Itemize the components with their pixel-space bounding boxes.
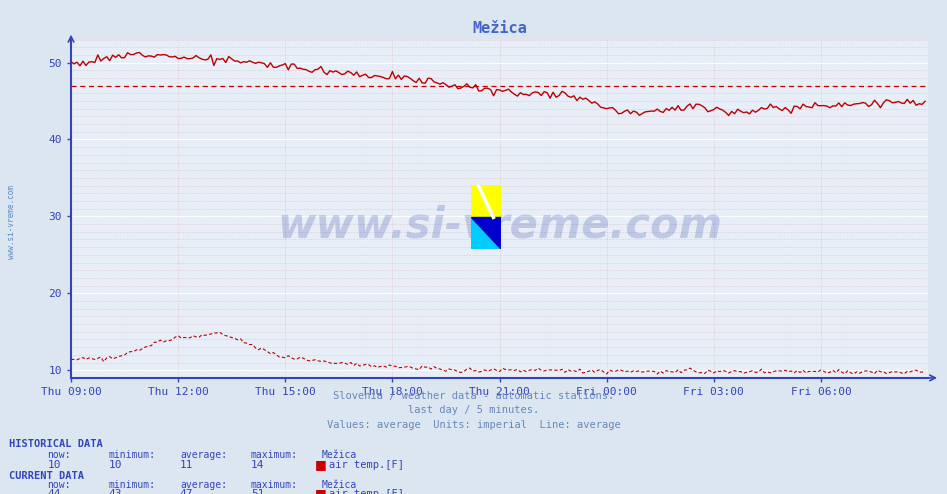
Text: ■: ■ bbox=[314, 488, 326, 494]
Text: 43: 43 bbox=[109, 490, 122, 494]
Text: Mežica: Mežica bbox=[322, 450, 357, 460]
Text: www.si-vreme.com: www.si-vreme.com bbox=[277, 205, 722, 247]
Text: minimum:: minimum: bbox=[109, 480, 156, 490]
Text: 11: 11 bbox=[180, 460, 193, 470]
Text: air temp.[F]: air temp.[F] bbox=[329, 460, 403, 470]
Text: 10: 10 bbox=[109, 460, 122, 470]
Text: CURRENT DATA: CURRENT DATA bbox=[9, 471, 84, 481]
Text: 10: 10 bbox=[47, 460, 61, 470]
Text: 14: 14 bbox=[251, 460, 264, 470]
Text: maximum:: maximum: bbox=[251, 450, 298, 460]
Title: Mežica: Mežica bbox=[473, 21, 527, 36]
Text: Slovenia / weather data - automatic stations.: Slovenia / weather data - automatic stat… bbox=[333, 391, 614, 401]
Text: minimum:: minimum: bbox=[109, 450, 156, 460]
Text: maximum:: maximum: bbox=[251, 480, 298, 490]
Text: ■: ■ bbox=[314, 458, 326, 471]
Bar bbox=[471, 185, 501, 217]
Text: www.si-vreme.com: www.si-vreme.com bbox=[7, 185, 16, 259]
Text: air temp.[F]: air temp.[F] bbox=[329, 490, 403, 494]
Text: last day / 5 minutes.: last day / 5 minutes. bbox=[408, 406, 539, 415]
Text: 51: 51 bbox=[251, 490, 264, 494]
Text: 47: 47 bbox=[180, 490, 193, 494]
Text: Values: average  Units: imperial  Line: average: Values: average Units: imperial Line: av… bbox=[327, 420, 620, 430]
Text: 44: 44 bbox=[47, 490, 61, 494]
Polygon shape bbox=[471, 217, 501, 249]
Text: now:: now: bbox=[47, 450, 71, 460]
Text: average:: average: bbox=[180, 480, 227, 490]
Text: average:: average: bbox=[180, 450, 227, 460]
Text: Mežica: Mežica bbox=[322, 480, 357, 490]
Text: now:: now: bbox=[47, 480, 71, 490]
Polygon shape bbox=[471, 217, 501, 249]
Text: HISTORICAL DATA: HISTORICAL DATA bbox=[9, 439, 103, 449]
